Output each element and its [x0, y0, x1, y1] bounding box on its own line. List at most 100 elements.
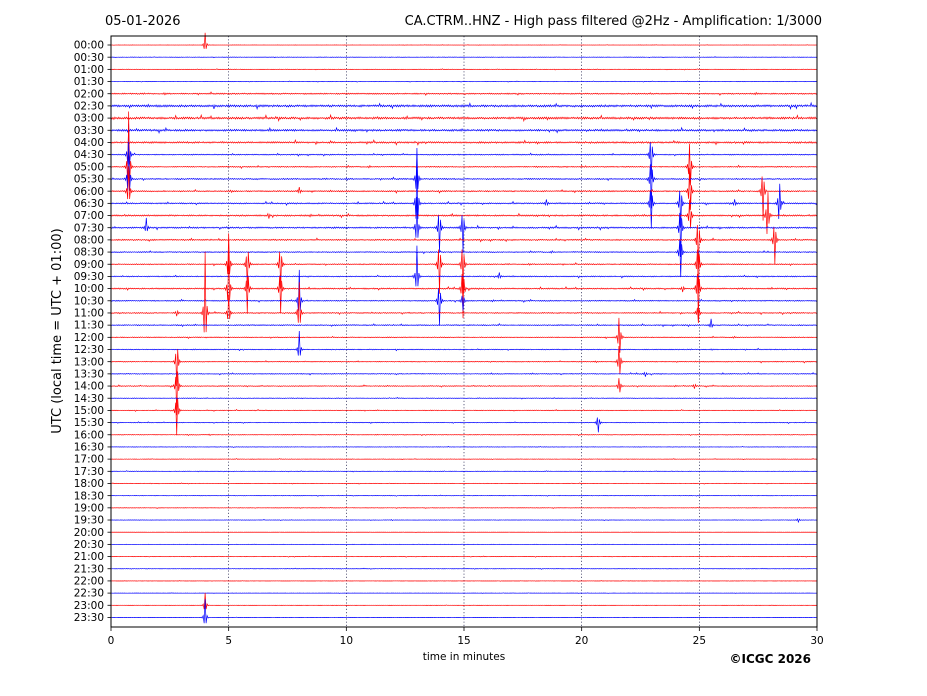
trace-row-1430	[110, 396, 818, 400]
row-label: 02:00	[74, 88, 104, 100]
trace-row-0030	[110, 56, 818, 59]
row-label: 14:00	[74, 381, 104, 393]
trace-row-0100	[110, 68, 818, 71]
trace-row-0400	[110, 138, 818, 146]
row-label: 13:30	[74, 368, 104, 380]
row-label: 15:30	[74, 417, 104, 429]
trace-row-1000	[110, 251, 818, 319]
row-label: 15:00	[74, 405, 104, 417]
row-label: 18:00	[74, 478, 104, 490]
x-tick-label: 15	[457, 635, 470, 647]
row-label: 20:00	[74, 527, 104, 539]
trace-row-2030	[110, 543, 818, 545]
row-label: 03:00	[74, 113, 104, 125]
trace-row-0530	[110, 141, 818, 209]
row-label: 01:00	[74, 64, 104, 76]
row-label: 17:30	[74, 466, 104, 478]
row-label: 13:00	[74, 356, 104, 368]
y-axis-label: UTC (local time = UTC + 01:00)	[50, 228, 65, 433]
trace-row-1700	[110, 458, 818, 461]
row-label: 01:30	[74, 76, 104, 88]
row-label: 07:00	[74, 210, 104, 222]
trace-row-1330	[110, 371, 818, 377]
trace-row-1930	[110, 518, 818, 524]
row-label: 12:30	[74, 344, 104, 356]
trace-row-1230	[110, 331, 818, 356]
trace-row-1300	[110, 346, 818, 387]
row-label: 12:00	[74, 332, 104, 344]
trace-row-2300	[110, 592, 818, 610]
trace-row-1830	[110, 494, 818, 497]
row-label: 21:30	[74, 563, 104, 575]
trace-row-2330	[110, 599, 818, 624]
row-label: 19:00	[74, 502, 104, 514]
row-label: 20:30	[74, 539, 104, 551]
trace-row-0500	[110, 111, 818, 186]
row-label: 14:30	[74, 393, 104, 405]
trace-row-0900	[110, 233, 818, 294]
row-label: 10:00	[74, 283, 104, 295]
x-tick-label: 20	[575, 635, 588, 647]
trace-row-0300	[110, 113, 818, 123]
trace-row-1630	[110, 446, 818, 448]
row-label: 07:30	[74, 222, 104, 234]
x-tick-label: 30	[810, 635, 823, 647]
row-label: 00:30	[74, 52, 104, 64]
trace-row-0330	[110, 126, 818, 134]
trace-row-0230	[110, 101, 818, 111]
row-label: 05:00	[74, 161, 104, 173]
chart-date: 05-01-2026	[105, 14, 181, 29]
row-label: 19:30	[74, 515, 104, 527]
row-label: 22:00	[74, 576, 104, 588]
trace-row-1500	[110, 398, 818, 435]
trace-row-1530	[110, 417, 818, 433]
trace-row-1400	[110, 371, 818, 416]
row-label: 00:00	[74, 40, 104, 52]
row-label: 06:30	[74, 198, 104, 210]
trace-row-0830	[110, 239, 818, 277]
row-label: 10:30	[74, 295, 104, 307]
trace-row-0000	[110, 32, 818, 49]
trace-row-0730	[110, 196, 818, 258]
trace-row-2200	[110, 580, 818, 582]
row-label: 16:30	[74, 442, 104, 454]
row-label: 04:00	[74, 137, 104, 149]
row-label: 09:30	[74, 271, 104, 283]
trace-row-1100	[110, 251, 818, 333]
row-label: 16:00	[74, 429, 104, 441]
chart-title: CA.CTRM..HNZ - High pass filtered @2Hz -…	[405, 14, 822, 29]
x-axis-label: time in minutes	[423, 651, 505, 663]
trace-row-0930	[110, 245, 818, 287]
row-label: 05:30	[74, 174, 104, 186]
plot-frame	[110, 35, 818, 628]
trace-row-1730	[110, 470, 818, 473]
x-tick-label: 25	[693, 635, 706, 647]
trace-row-1030	[110, 269, 818, 326]
row-label: 08:00	[74, 234, 104, 246]
row-label: 11:30	[74, 320, 104, 332]
copyright-label: ©ICGC 2026	[729, 652, 811, 666]
row-label: 09:00	[74, 259, 104, 271]
trace-row-1800	[110, 482, 818, 485]
row-label: 17:00	[74, 454, 104, 466]
trace-row-1900	[110, 506, 818, 509]
trace-row-1130	[110, 318, 818, 328]
x-tick-label: 5	[225, 635, 232, 647]
trace-row-1600	[110, 433, 818, 437]
row-label: 04:30	[74, 149, 104, 161]
row-label: 23:00	[74, 600, 104, 612]
x-tick-label: 10	[340, 635, 353, 647]
row-time-labels: 00:0000:3001:0001:3002:0002:3003:0003:30…	[74, 40, 111, 624]
row-label: 06:00	[74, 186, 104, 198]
trace-row-1200	[110, 317, 818, 353]
trace-row-0430	[110, 123, 818, 180]
trace-row-0200	[110, 91, 818, 96]
trace-row-2000	[110, 531, 818, 533]
x-tick-label: 0	[108, 635, 115, 647]
trace-row-2130	[110, 567, 818, 570]
vertical-gridlines	[228, 36, 700, 627]
trace-row-2100	[110, 555, 818, 558]
row-label: 21:00	[74, 551, 104, 563]
trace-row-0130	[110, 80, 818, 83]
